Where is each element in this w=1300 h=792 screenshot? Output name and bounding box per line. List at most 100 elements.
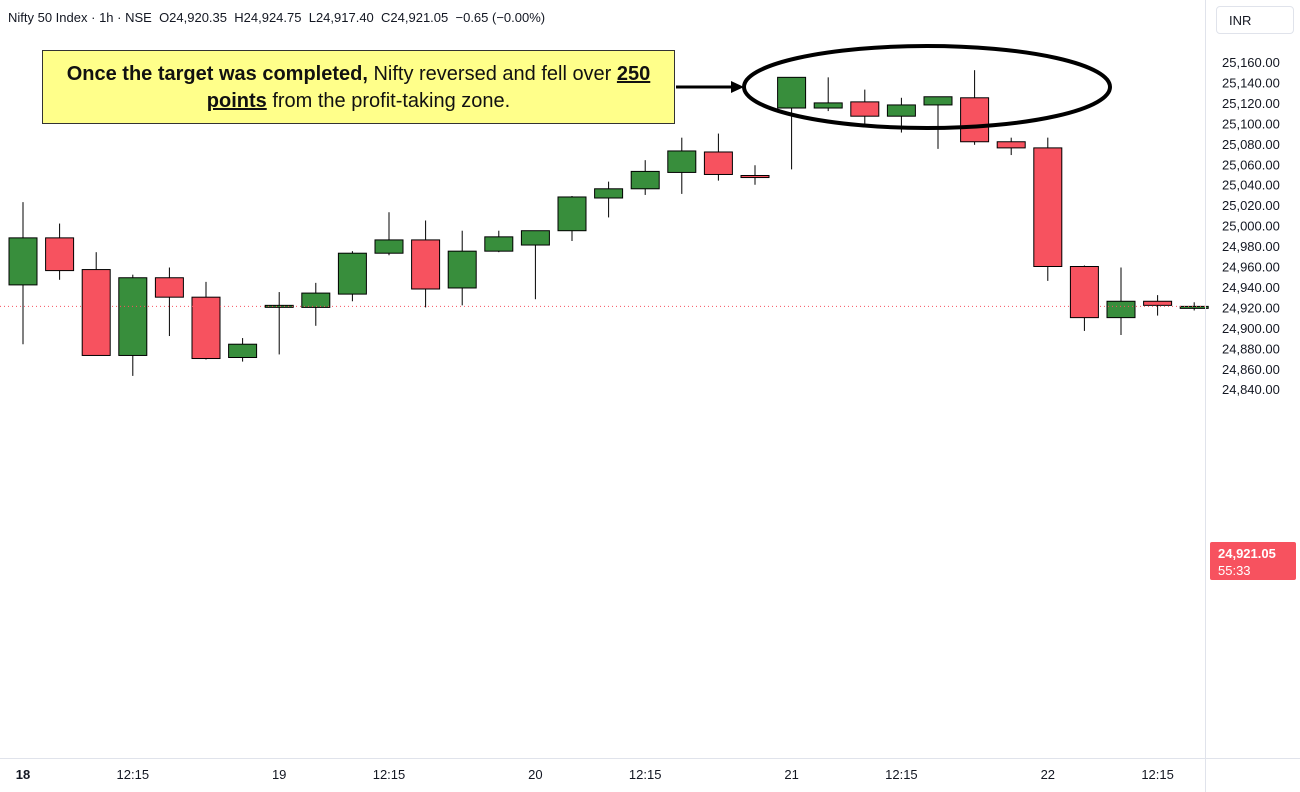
y-tick-label: 24,980.00: [1222, 239, 1280, 254]
candle-body: [8, 237, 38, 286]
candle[interactable]: [594, 181, 624, 218]
candle[interactable]: [337, 251, 367, 302]
candle[interactable]: [996, 137, 1026, 156]
candles: [8, 70, 1209, 376]
candle-body: [374, 239, 404, 254]
symbol-name[interactable]: Nifty 50 Index: [8, 10, 88, 25]
profit-zone-ellipse: [742, 44, 1112, 130]
candle[interactable]: [81, 252, 111, 356]
candle-body: [154, 277, 184, 298]
exchange: NSE: [125, 10, 152, 25]
candle-body: [301, 292, 331, 308]
candle[interactable]: [777, 76, 807, 170]
candle-body: [447, 250, 477, 289]
candle[interactable]: [301, 282, 331, 326]
y-tick-label: 25,120.00: [1222, 96, 1280, 111]
candle[interactable]: [45, 223, 75, 280]
candle[interactable]: [850, 89, 880, 128]
candle[interactable]: [191, 281, 221, 360]
candle[interactable]: [703, 133, 733, 181]
candle[interactable]: [557, 195, 587, 241]
y-tick-label: 25,060.00: [1222, 157, 1280, 172]
candle[interactable]: [1179, 302, 1209, 311]
candle[interactable]: [1106, 267, 1136, 336]
candle[interactable]: [740, 165, 770, 185]
candle[interactable]: [154, 267, 184, 337]
x-tick-label: 12:15: [373, 767, 406, 782]
candle[interactable]: [923, 96, 953, 149]
candle-body: [81, 269, 111, 356]
candle[interactable]: [813, 77, 843, 112]
x-tick-label: 22: [1041, 767, 1055, 782]
candle-body: [557, 196, 587, 232]
x-tick-label: 12:15: [117, 767, 150, 782]
ohlc-low: L24,917.40: [308, 10, 374, 25]
candle[interactable]: [667, 137, 697, 194]
time-axis: 18 12:15 19 12:15 20 12:15 21 12:15 22 12:15: [0, 758, 1300, 782]
candle-body: [1143, 300, 1173, 306]
last-price-tag: 24,921.05 55:33: [1210, 542, 1296, 580]
candle[interactable]: [374, 212, 404, 256]
candle[interactable]: [630, 160, 660, 195]
note-bold-lead: Once the target was completed,: [66, 63, 368, 85]
x-tick-label: 20: [528, 767, 542, 782]
candle-body: [191, 296, 221, 360]
candle-body: [45, 237, 75, 272]
note-text-2: from the profit-taking zone.: [266, 90, 511, 112]
candle[interactable]: [228, 338, 258, 362]
candle-body: [667, 150, 697, 173]
candle-body: [411, 239, 441, 290]
candle[interactable]: [1143, 295, 1173, 316]
candle-body: [484, 236, 514, 252]
price-axis: 25,160.00 25,140.00 25,120.00 25,100.00 25,0…: [1205, 0, 1280, 792]
x-tick-label: 19: [272, 767, 286, 782]
last-price-value: 24,921.05: [1218, 546, 1276, 561]
y-tick-label: 24,940.00: [1222, 280, 1280, 295]
ohlc-open: O24,920.35: [159, 10, 228, 25]
annotation-overlay: [0, 44, 1205, 307]
y-tick-label: 24,860.00: [1222, 362, 1280, 377]
symbol-header: Nifty 50 Index · 1h · NSE O24,920.35 H24…: [8, 10, 546, 25]
x-tick-label: 21: [784, 767, 798, 782]
y-tick-label: 24,960.00: [1222, 260, 1280, 275]
candle[interactable]: [411, 220, 441, 308]
candle-body: [520, 230, 550, 246]
currency-selector[interactable]: INR: [1216, 6, 1294, 34]
candle-body: [337, 252, 367, 295]
interval[interactable]: 1h: [99, 10, 114, 25]
candle[interactable]: [1033, 137, 1063, 281]
candle[interactable]: [484, 230, 514, 253]
y-tick-label: 25,080.00: [1222, 137, 1280, 152]
candle-body: [740, 174, 770, 179]
candle-body: [960, 97, 990, 143]
y-tick-label: 25,140.00: [1222, 75, 1280, 90]
candle[interactable]: [960, 70, 990, 145]
candle[interactable]: [1069, 265, 1099, 331]
candle[interactable]: [264, 292, 294, 355]
y-tick-label: 25,160.00: [1222, 55, 1280, 70]
candle[interactable]: [8, 202, 38, 345]
candle[interactable]: [118, 274, 148, 376]
x-tick-label: 12:15: [1141, 767, 1174, 782]
candle-body: [1033, 147, 1063, 267]
candle-body: [703, 151, 733, 175]
candle-body: [777, 76, 807, 109]
candle-body: [1179, 305, 1209, 309]
candle-body: [996, 141, 1026, 149]
candle-body: [594, 188, 624, 199]
candle-body: [923, 96, 953, 106]
y-tick-label: 25,020.00: [1222, 198, 1280, 213]
note-emphasis: 250 points: [206, 63, 651, 112]
candle[interactable]: [447, 230, 477, 306]
candle-body: [813, 102, 843, 109]
candle-body: [1106, 300, 1136, 319]
candle-body: [886, 104, 916, 117]
candle-body: [264, 304, 294, 308]
candle-body: [1069, 266, 1099, 319]
x-tick-label: 12:15: [629, 767, 662, 782]
candle-body: [630, 170, 660, 190]
y-tick-label: 25,040.00: [1222, 178, 1280, 193]
x-tick-label: 12:15: [885, 767, 918, 782]
candle[interactable]: [520, 230, 550, 300]
